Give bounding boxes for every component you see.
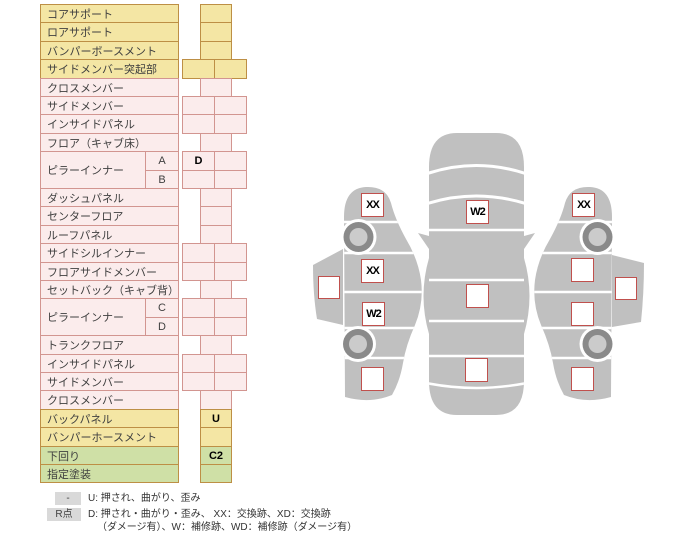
right-rear-wheel-icon [579, 326, 616, 362]
marker-top-center [466, 284, 489, 308]
part-label: インサイドパネル [40, 354, 179, 373]
part-label: ルーフパネル [40, 225, 179, 244]
grade-cell [200, 280, 232, 299]
legend-line-u: U: 押され、曲がり、歪み [88, 493, 201, 504]
grade-cell [200, 390, 232, 410]
grade-cell [182, 96, 215, 115]
grade-cell [214, 317, 247, 336]
grade-cell [182, 59, 215, 79]
grade-cell [214, 170, 247, 189]
grade-cell [200, 464, 232, 483]
part-label: サイドメンバー [40, 372, 179, 391]
part-label: サイドシルインナー [40, 243, 179, 263]
car-outline-graphic [313, 133, 644, 415]
legend-line-d2: （ダメージ有）、W：補修跡、WD：補修跡（ダメージ有） [97, 522, 358, 533]
marker-left-outer-sill [318, 276, 340, 299]
part-label: コアサポート [40, 4, 179, 23]
parts-table: コアサポート ロアサポート バンパーボースメント サイドメンバー突起部 クロスメンバーサ… [40, 4, 252, 486]
left-rear-wheel-icon [340, 326, 376, 362]
grade-cell [200, 133, 232, 152]
grade-cell [214, 354, 247, 373]
grade-cell [214, 59, 247, 79]
part-label: サイドメンバー突起部 [40, 59, 179, 79]
right-flare-shape [524, 258, 530, 334]
part-label: クロスメンバー [40, 78, 179, 97]
part-label: ダッシュパネル [40, 188, 179, 207]
marker-right-front-door [571, 258, 594, 282]
part-label: バックパネル [40, 409, 179, 428]
marker-right-rear-fender [571, 367, 594, 391]
grade-cell [214, 262, 247, 281]
left-front-wheel-icon [340, 219, 377, 255]
legend-line-d: D: 押され・曲がり・歪み、 XX：交換跡、XD：交換跡 [88, 509, 331, 520]
grade-cell [182, 243, 215, 263]
part-label: 指定塗装 [40, 464, 179, 483]
grade-cell [182, 114, 215, 134]
part-label: バンパーホースメント [40, 427, 179, 447]
legend-badge-dash: - [55, 492, 81, 505]
part-label: バンパーボースメント [40, 41, 179, 60]
legend-badge-rpoint: R点 [47, 508, 81, 521]
left-flare-shape [423, 258, 429, 334]
marker-left-front-fender: XX [361, 193, 384, 217]
marker-right-rear-door [571, 302, 594, 326]
part-sublabel: B [145, 170, 179, 189]
car-diagram: XX XX W2 W2 XX [300, 125, 692, 425]
grade-cell [200, 22, 232, 42]
grade-cell [182, 298, 215, 318]
grade-cell [200, 335, 232, 355]
top-view-body [429, 133, 524, 415]
part-label: セットバック（キャブ背） [40, 280, 179, 299]
part-label: クロスメンバー [40, 390, 179, 410]
grade-cell [214, 151, 247, 171]
part-label: ロアサポート [40, 22, 179, 42]
grade-cell [200, 206, 232, 226]
marker-left-front-door: XX [361, 259, 384, 283]
grade-cell [182, 170, 215, 189]
marker-left-rear-fender [361, 367, 384, 391]
grade-cell [214, 243, 247, 263]
part-sublabel: A [145, 151, 179, 171]
marker-right-front-fender: XX [572, 193, 595, 217]
grade-cell [214, 372, 247, 391]
part-label: トランクフロア [40, 335, 179, 355]
grade-cell: U [200, 409, 232, 428]
left-mirror-shape [418, 233, 429, 249]
grade-cell [214, 114, 247, 134]
part-label: フロア（キャブ床） [40, 133, 179, 152]
marker-top-rear [465, 358, 488, 382]
grade-cell [182, 372, 215, 391]
part-label: インサイドパネル [40, 114, 179, 134]
grade-cell [214, 96, 247, 115]
part-label: 下回り [40, 446, 179, 465]
grade-cell [182, 317, 215, 336]
right-mirror-shape [524, 233, 535, 249]
part-label: センターフロア [40, 206, 179, 226]
grade-cell [200, 225, 232, 244]
marker-left-rear-door: W2 [362, 302, 385, 326]
grade-cell: C2 [200, 446, 232, 465]
grade-cell: D [182, 151, 215, 171]
marker-top-front: W2 [466, 200, 489, 224]
grade-cell [200, 188, 232, 207]
grade-cell [200, 427, 232, 447]
grade-cell [182, 354, 215, 373]
grade-cell [214, 298, 247, 318]
part-label: ピラーインナー [40, 298, 146, 336]
grade-cell [200, 41, 232, 60]
part-sublabel: C [145, 298, 179, 318]
grade-cell [182, 262, 215, 281]
grade-cell [200, 4, 232, 23]
part-sublabel: D [145, 317, 179, 336]
part-label: サイドメンバー [40, 96, 179, 115]
marker-right-outer-sill [615, 277, 637, 300]
grade-cell [200, 78, 232, 97]
right-front-wheel-icon [579, 219, 616, 255]
part-label: ピラーインナー [40, 151, 146, 189]
part-label: フロアサイドメンバー [40, 262, 179, 281]
